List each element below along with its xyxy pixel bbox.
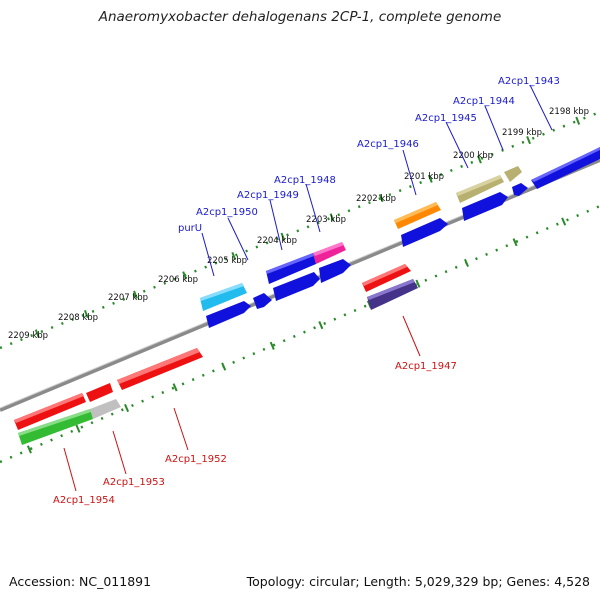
gene-label-A2cp1_1946[interactable]: A2cp1_1946 xyxy=(357,139,419,150)
ruler-label: 2200 kbp xyxy=(453,151,493,161)
feature-A2cp1_1945[interactable] xyxy=(456,175,504,203)
feature-blue-1950b[interactable] xyxy=(206,301,251,328)
gene-label-A2cp1_1943[interactable]: A2cp1_1943 xyxy=(498,76,560,87)
feature-A2cp1_1946[interactable] xyxy=(394,202,441,229)
ruler-label: 2203 kbp xyxy=(306,215,346,225)
ruler-tick xyxy=(221,362,227,371)
gene-label-A2cp1_1948[interactable]: A2cp1_1948 xyxy=(274,175,336,186)
gene-label-A2cp1_1945[interactable]: A2cp1_1945 xyxy=(415,113,477,124)
diagram-title: Anaeromyxobacter dehalogenans 2CP-1, com… xyxy=(98,9,502,25)
gene-label-A2cp1_1950[interactable]: A2cp1_1950 xyxy=(196,207,258,218)
ruler-tick xyxy=(378,193,384,203)
feature-A2cp1_1947[interactable] xyxy=(362,264,411,292)
gene-label-purU[interactable]: purU xyxy=(178,223,202,234)
gene-label-A2cp1_1944[interactable]: A2cp1_1944 xyxy=(453,96,515,107)
feature-A2cp1_1952[interactable] xyxy=(117,348,203,390)
gene-label-A2cp1_1947[interactable]: A2cp1_1947 xyxy=(395,361,457,372)
ruler-label: 2202 kbp xyxy=(356,194,396,204)
feature-blue-1949c[interactable] xyxy=(273,272,320,301)
feature-A2cp1_1949[interactable] xyxy=(266,253,316,284)
feature-green-1954b[interactable] xyxy=(18,409,93,445)
feature-A2cp1_1950[interactable] xyxy=(200,283,247,311)
ruler-label: 2199 kbp xyxy=(502,128,542,138)
lower-ruler-ticks xyxy=(26,217,567,454)
feature-gray-1953b[interactable] xyxy=(90,399,121,419)
ruler-tick xyxy=(318,321,324,330)
feature-A2cp1_1943[interactable] xyxy=(531,147,600,189)
ruler-tick xyxy=(329,213,335,222)
feature-A2cp1_1948[interactable] xyxy=(313,242,346,264)
feature-blue-1945b[interactable] xyxy=(462,192,508,221)
ruler-tick xyxy=(133,290,138,299)
ruler-tick xyxy=(512,238,518,247)
ruler-tick xyxy=(477,155,482,164)
feature-A2cp1_1954[interactable] xyxy=(14,393,86,430)
upper-ruler-ticks xyxy=(34,116,581,338)
accession-text: Accession: NC_011891 xyxy=(9,574,152,589)
gene-label-A2cp1_1949[interactable]: A2cp1_1949 xyxy=(237,190,299,201)
ruler-tick xyxy=(231,251,237,261)
ruler-tick xyxy=(427,174,433,183)
gene-label-A2cp1_1954[interactable]: A2cp1_1954 xyxy=(53,495,115,506)
ruler-tick xyxy=(75,424,81,433)
ruler-tick xyxy=(561,217,567,226)
ruler-tick xyxy=(464,258,470,268)
feature-A2cp1_1944-arrow[interactable] xyxy=(512,183,528,196)
ruler-label: 2201 kbp xyxy=(404,172,444,182)
ruler-tick xyxy=(34,329,40,338)
feature-purU[interactable] xyxy=(253,293,272,309)
feature-navy-1947b[interactable] xyxy=(367,279,418,310)
ruler-tick xyxy=(269,341,275,350)
feature-A2cp1_1953[interactable] xyxy=(86,383,113,402)
ruler-tick xyxy=(526,136,531,145)
ruler-tick xyxy=(26,445,32,454)
ruler-tick xyxy=(83,309,89,319)
ruler-tick xyxy=(172,383,178,392)
lower-ruler xyxy=(0,204,600,464)
ruler-label: 2205 kbp xyxy=(207,256,247,266)
gene-label-A2cp1_1952[interactable]: A2cp1_1952 xyxy=(165,454,227,465)
gene-label-A2cp1_1953[interactable]: A2cp1_1953 xyxy=(103,477,165,488)
feature-blue-1946b[interactable] xyxy=(401,218,448,247)
genome-summary-text: Topology: circular; Length: 5,029,329 bp… xyxy=(246,574,590,589)
ruler-tick xyxy=(575,116,581,125)
ruler-label: 2206 kbp xyxy=(158,275,198,285)
ruler-label: 2209 kbp xyxy=(8,331,48,341)
ruler-tick xyxy=(280,232,286,241)
ruler-label: 2204 kbp xyxy=(257,236,297,246)
ruler-label: 2198 kbp xyxy=(549,107,589,117)
ruler-tick xyxy=(415,279,421,288)
ruler-label: 2207 kbp xyxy=(108,293,148,303)
ruler-label: 2208 kbp xyxy=(58,313,98,323)
top-leader-lines xyxy=(201,84,553,277)
bottom-leader-lines xyxy=(63,315,421,492)
feature-blue-1949b[interactable] xyxy=(319,259,351,283)
ruler-tick xyxy=(182,271,188,280)
ruler-tick xyxy=(124,403,130,413)
feature-A2cp1_1944[interactable] xyxy=(504,166,522,182)
